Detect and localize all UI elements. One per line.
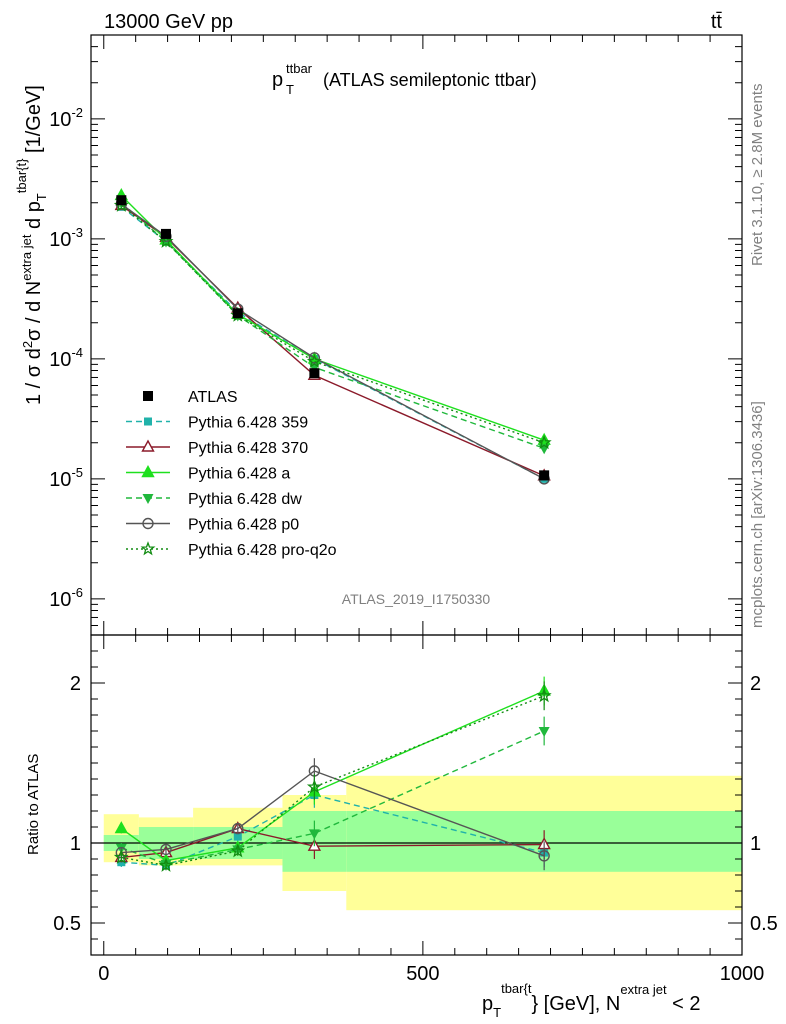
- legend-item: Pythia 6.428 370: [126, 439, 308, 457]
- y-tick-label-main: 10-2: [49, 105, 83, 131]
- marker-data: [539, 470, 550, 481]
- legend-item: Pythia 6.428 dw: [126, 491, 302, 508]
- legend-label: Pythia 6.428 359: [188, 415, 308, 432]
- legend-item: Pythia 6.428 359: [126, 415, 308, 432]
- marker-circle: [538, 850, 550, 862]
- legend-item: Pythia 6.428 p0: [126, 517, 299, 534]
- marker-star: [158, 857, 174, 872]
- y-tick-label-base: 10: [49, 109, 71, 131]
- marker-circle: [142, 517, 154, 530]
- series-line-main: [120, 204, 545, 444]
- legend-label: ATLAS: [188, 389, 238, 406]
- series-line-main: [120, 194, 545, 441]
- plot-title: p T ttbar (ATLAS semileptonic ttbar): [272, 61, 537, 97]
- y-tick-label-ratio: 1: [70, 833, 81, 855]
- legend-label: Pythia 6.428 p0: [188, 517, 299, 534]
- marker-triangle-down: [142, 494, 154, 504]
- series-line-ratio: [121, 695, 545, 867]
- marker-star: [536, 434, 552, 450]
- marker-star: [140, 541, 156, 556]
- y-tick-label-main: 10-5: [49, 465, 83, 491]
- legend-item: Pythia 6.428 pro-q2o: [126, 541, 337, 559]
- y-axis-label-main: 1 / σ d2σ / d Nextra jet d pTtbar{t} [1/…: [14, 85, 49, 405]
- main-panel: 10-610-510-410-310-2: [49, 34, 743, 636]
- y-tick-label-exponent: -3: [71, 225, 83, 240]
- y-tick-label-main: 10-4: [49, 345, 83, 371]
- title-sup: ttbar: [286, 61, 313, 76]
- marker-star: [306, 353, 322, 368]
- header-right-label: tt̄: [711, 11, 723, 33]
- series-line-main: [120, 206, 545, 480]
- y-tick-label-exponent: -5: [71, 465, 83, 480]
- legend-label: Pythia 6.428 370: [188, 440, 308, 457]
- series-line-main: [120, 204, 545, 477]
- marker-square: [144, 417, 152, 426]
- x-tick-label: 0: [98, 963, 109, 985]
- header-left-label: 13000 GeV pp: [104, 11, 233, 33]
- rivet-label: Rivet 3.1.10, ≥ 2.8M events: [749, 84, 766, 267]
- y-tick-label-main: 10-6: [49, 585, 83, 611]
- legend-item-data: ATLAS: [143, 389, 238, 406]
- marker-star: [113, 849, 129, 864]
- y-tick-label-base: 10: [49, 229, 71, 251]
- y-tick-label-base: 10: [49, 589, 71, 611]
- marker-data: [232, 308, 243, 319]
- marker-square: [233, 832, 242, 841]
- series-line-main: [120, 202, 545, 449]
- y-tick-label-ratio: 0.5: [53, 913, 81, 935]
- marker-data: [116, 195, 127, 206]
- legend-label: Pythia 6.428 dw: [188, 491, 302, 508]
- y-tick-label-exponent: -2: [71, 105, 83, 120]
- y-tick-label-base: 10: [49, 349, 71, 371]
- analysis-id: ATLAS_2019_I1750330: [342, 591, 491, 607]
- y-tick-label-ratio-right: 2: [750, 673, 761, 695]
- marker-triangle: [141, 465, 155, 478]
- marker-triangle-down: [538, 727, 550, 737]
- mcplots-label: mcplots.cern.ch [arXiv:1306.3436]: [749, 401, 766, 628]
- x-tick-label: 1000: [720, 963, 765, 985]
- marker-data: [309, 368, 320, 379]
- marker-star: [230, 843, 246, 858]
- marker-triangle: [114, 821, 129, 834]
- y-tick-label-exponent: -4: [71, 345, 83, 360]
- title-sub: T: [286, 82, 294, 97]
- marker-circle: [160, 843, 172, 856]
- marker-star: [536, 687, 552, 703]
- marker-circle: [232, 822, 244, 835]
- marker-data: [160, 228, 171, 239]
- y-tick-label-base: 10: [49, 469, 71, 491]
- marker-triangle: [141, 439, 155, 452]
- title-rest: (ATLAS semileptonic ttbar): [323, 70, 537, 90]
- y-tick-label-exponent: -6: [71, 585, 83, 600]
- legend-label: Pythia 6.428 pro-q2o: [188, 542, 337, 559]
- svg-text:pTtbar{t} [GeV], Nextra jet <: pTtbar{t} [GeV], Nextra jet < 2: [482, 981, 701, 1020]
- legend-item: Pythia 6.428 a: [126, 465, 290, 483]
- y-axis-label-ratio: Ratio to ATLAS: [25, 754, 42, 855]
- y-tick-label-ratio-right: 1: [750, 833, 761, 855]
- marker-triangle-down: [308, 829, 320, 840]
- y-tick-label-main: 10-3: [49, 225, 83, 251]
- series-line-main: [120, 203, 545, 480]
- y-tick-label-ratio-right: 0.5: [750, 913, 778, 935]
- x-tick-label: 500: [406, 963, 439, 985]
- marker-star: [158, 233, 174, 248]
- marker-circle: [308, 352, 321, 364]
- x-axis-label: pTtbar{t} [GeV], Nextra jet < 2: [482, 981, 701, 1020]
- legend-label: Pythia 6.428 a: [188, 466, 290, 483]
- ratio-panel: 0.5 0.5 1 1 2 2 0 500 1000: [53, 634, 778, 985]
- marker-data: [143, 391, 153, 401]
- legend: ATLAS Pythia 6.428 359 Pythia 6.428 370 Pyt…: [126, 389, 337, 559]
- y-tick-label-ratio: 2: [70, 673, 81, 695]
- title-p: p: [272, 69, 283, 91]
- marker-star: [306, 779, 322, 794]
- svg-text:1 / σ d2σ / d Nextra jet d pTt: 1 / σ d2σ / d Nextra jet d pTtbar{t} [1/…: [14, 85, 49, 405]
